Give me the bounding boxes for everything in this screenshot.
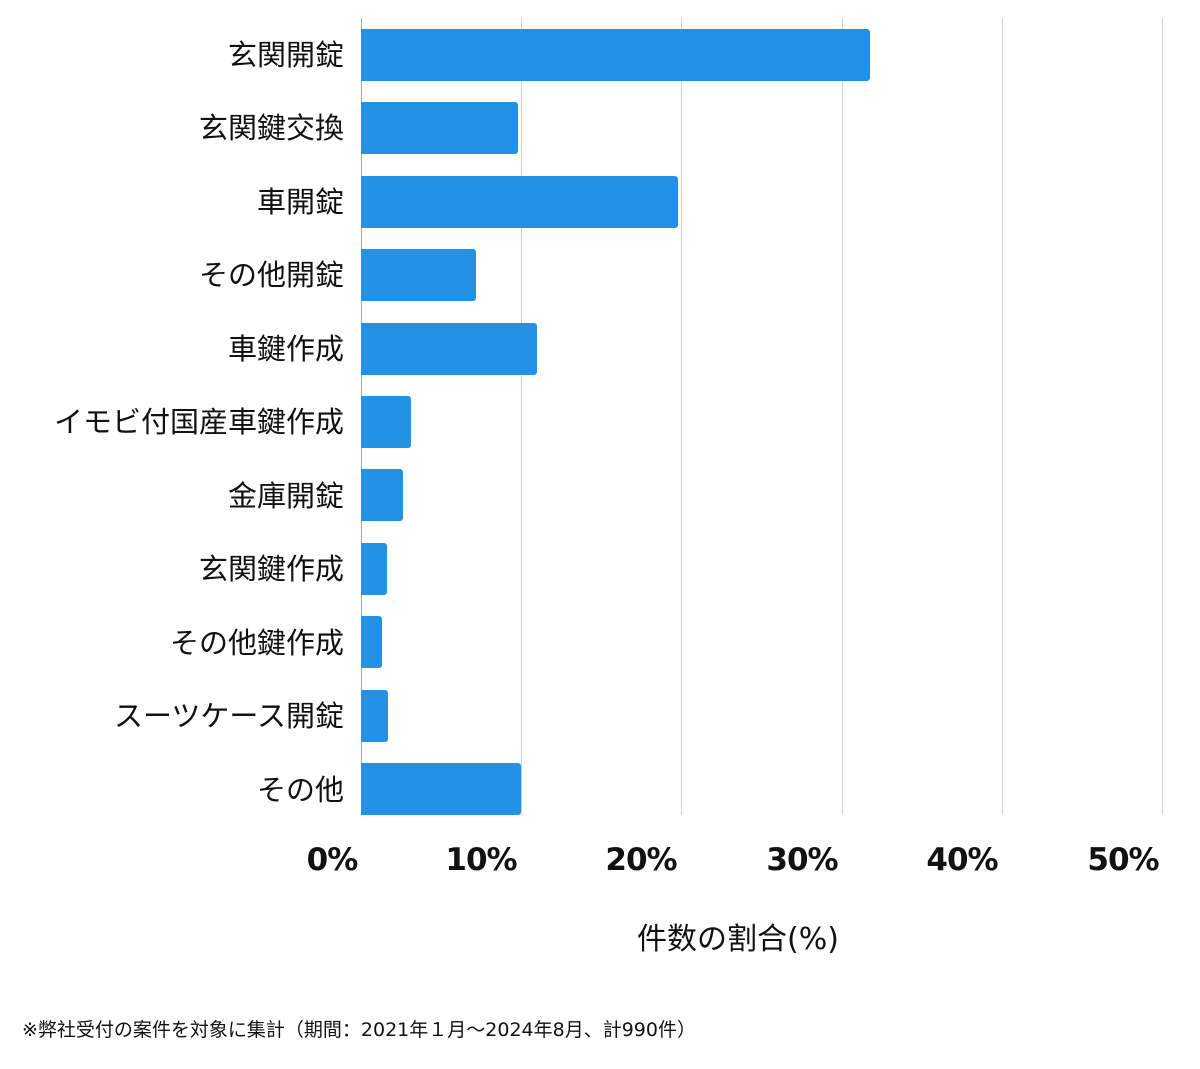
- x-tick-label: 40%: [926, 842, 998, 878]
- bar: [361, 322, 538, 375]
- category-label: イモビ付国産車鍵作成: [53, 405, 344, 439]
- gridline-50: [1162, 18, 1163, 815]
- category-label: その他: [256, 773, 344, 807]
- x-tick-label: 20%: [605, 842, 677, 878]
- footnote: ※弊社受付の案件を対象に集計（期間：2021年１月～2024年8月、計990件）: [22, 1019, 696, 1041]
- bar: [361, 616, 382, 669]
- category-label: 玄関鍵作成: [198, 552, 344, 586]
- gridline-30: [842, 18, 843, 815]
- bar: [361, 175, 679, 228]
- x-tick-label: 30%: [766, 842, 838, 878]
- x-tick-label: 50%: [1087, 842, 1159, 878]
- bar: [361, 249, 477, 302]
- bar: [361, 29, 871, 81]
- category-label: その他鍵作成: [169, 626, 344, 660]
- category-label: 玄関鍵交換: [198, 111, 344, 145]
- bar: [361, 102, 518, 155]
- category-label: 車開錠: [256, 185, 344, 219]
- category-label: 玄関開錠: [227, 38, 344, 72]
- x-tick-label: 0%: [306, 842, 359, 878]
- category-label: 金庫開錠: [227, 479, 344, 513]
- bar: [361, 469, 403, 522]
- gridline-40: [1002, 18, 1003, 815]
- x-axis-title: 件数の割合(%): [637, 922, 839, 957]
- bar: [361, 763, 522, 815]
- gridline-20: [681, 18, 682, 815]
- category-label: その他開錠: [198, 258, 344, 292]
- bar: [361, 396, 411, 448]
- bar: [361, 689, 389, 742]
- category-label: スーツケース開錠: [114, 699, 344, 733]
- category-label: 車鍵作成: [227, 332, 344, 366]
- gridline-10: [521, 18, 522, 815]
- plot-area: [361, 18, 1163, 815]
- x-tick-label: 10%: [445, 842, 517, 878]
- bar: [361, 542, 387, 595]
